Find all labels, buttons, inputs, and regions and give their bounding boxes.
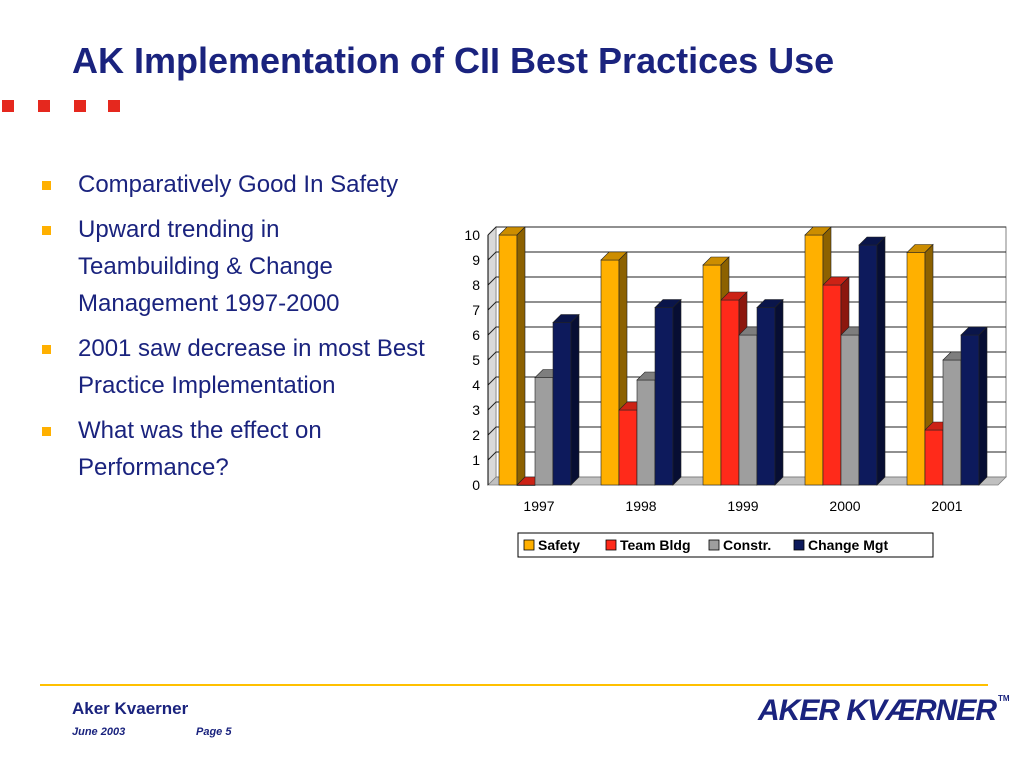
bullet-text: 2001 saw decrease in most Best Practice …: [78, 335, 425, 399]
y-tick-label: 2: [472, 427, 480, 443]
legend-label: Constr.: [723, 537, 771, 553]
slide-title: AK Implementation of CII Best Practices …: [72, 40, 835, 81]
logo-text: AKER KVÆRNER: [758, 694, 997, 727]
bullet-item: 2001 saw decrease in most Best Practice …: [40, 330, 460, 404]
bullet-item: Upward trending in Teambuilding & Change…: [40, 211, 460, 322]
bullet-marker: [42, 345, 51, 354]
bar-change-mgt-1999: [756, 298, 784, 486]
y-tick-label: 0: [472, 477, 480, 493]
bar-front: [960, 334, 980, 486]
dot-marker: [74, 100, 86, 112]
x-tick-label: 1997: [523, 498, 554, 514]
gridline: [487, 251, 1006, 261]
footer-divider: [40, 684, 988, 686]
bar-front: [636, 379, 656, 486]
legend-label: Team Bldg: [620, 537, 691, 553]
bar-front: [924, 429, 944, 486]
chart-legend: Safety Team Bldg Constr. Change Mgt: [517, 532, 934, 558]
bar-front: [720, 299, 740, 486]
legend-swatch: [708, 539, 720, 551]
logo-trademark: TM: [998, 694, 1010, 703]
bar-front: [840, 334, 860, 486]
legend-item: Change Mgt: [793, 537, 888, 553]
legend-swatch: [523, 539, 535, 551]
dot-marker: [38, 100, 50, 112]
y-tick-label: 4: [472, 377, 480, 393]
bar-front: [618, 409, 638, 486]
x-tick-label: 1999: [727, 498, 758, 514]
decorative-dots: [0, 100, 130, 112]
legend-box: [517, 532, 934, 558]
gridline: [487, 226, 1006, 236]
bar-side: [774, 298, 784, 486]
footer-page-number: Page 5: [196, 726, 232, 738]
y-tick-label: 3: [472, 402, 480, 418]
bullet-marker: [42, 181, 51, 190]
y-tick-label: 6: [472, 327, 480, 343]
y-tick-label: 9: [472, 252, 480, 268]
bar-side: [570, 313, 580, 486]
x-tick-label: 2001: [931, 498, 962, 514]
bar-side: [516, 226, 526, 486]
bullet-text: Upward trending in Teambuilding & Change…: [78, 216, 340, 317]
bullet-item: Comparatively Good In Safety: [40, 166, 460, 203]
legend-label: Change Mgt: [808, 537, 888, 553]
bar-chart: 0 1 2 3 4 5 6 7 8 9 10 1997 1998 1999 2000 2001 Safety Te…: [464, 226, 1007, 558]
bar-front: [906, 252, 926, 486]
legend-item: Safety: [523, 537, 580, 553]
bar-front: [600, 259, 620, 486]
bar-front: [942, 359, 962, 486]
company-logo: AKER KVÆRNER TM: [758, 694, 1010, 728]
bar-front: [858, 244, 878, 486]
bar-front: [738, 334, 758, 486]
bar-change-mgt-2001: [960, 326, 988, 486]
dot-marker: [108, 100, 120, 112]
footer-company: Aker Kvaerner: [72, 699, 189, 718]
y-tick-label: 10: [464, 227, 480, 243]
bullet-text: Comparatively Good In Safety: [78, 171, 399, 198]
bar-front: [654, 307, 674, 486]
bar-safety-1997: [498, 226, 526, 486]
bullet-list: Comparatively Good In Safety Upward tren…: [40, 166, 460, 494]
dot-marker: [2, 100, 14, 112]
bullet-marker: [42, 427, 51, 436]
bar-change-mgt-1997: [552, 313, 580, 486]
x-tick-label: 2000: [829, 498, 860, 514]
legend-label: Safety: [538, 537, 580, 553]
footer-date: June 2003: [72, 726, 126, 738]
legend-swatch: [605, 539, 617, 551]
y-tick-label: 1: [472, 452, 480, 468]
y-tick-label: 5: [472, 352, 480, 368]
bar-front: [822, 284, 842, 486]
bar-front: [702, 264, 722, 486]
bullet-marker: [42, 226, 51, 235]
bar-front: [804, 234, 824, 486]
y-tick-label: 8: [472, 277, 480, 293]
bar-side: [978, 326, 988, 486]
bar-change-mgt-2000: [858, 236, 886, 486]
legend-swatch: [793, 539, 805, 551]
legend-item: Team Bldg: [605, 537, 691, 553]
bar-front: [552, 322, 572, 486]
bar-front: [534, 377, 554, 486]
y-tick-label: 7: [472, 302, 480, 318]
bar-side: [672, 298, 682, 486]
bar-front: [756, 307, 776, 486]
legend-item: Constr.: [708, 537, 771, 553]
bar-front: [498, 234, 518, 486]
bullet-item: What was the effect on Performance?: [40, 412, 460, 486]
bullet-text: What was the effect on Performance?: [78, 417, 322, 481]
bar-change-mgt-1998: [654, 298, 682, 486]
x-tick-label: 1998: [625, 498, 656, 514]
bar-side: [876, 236, 886, 486]
